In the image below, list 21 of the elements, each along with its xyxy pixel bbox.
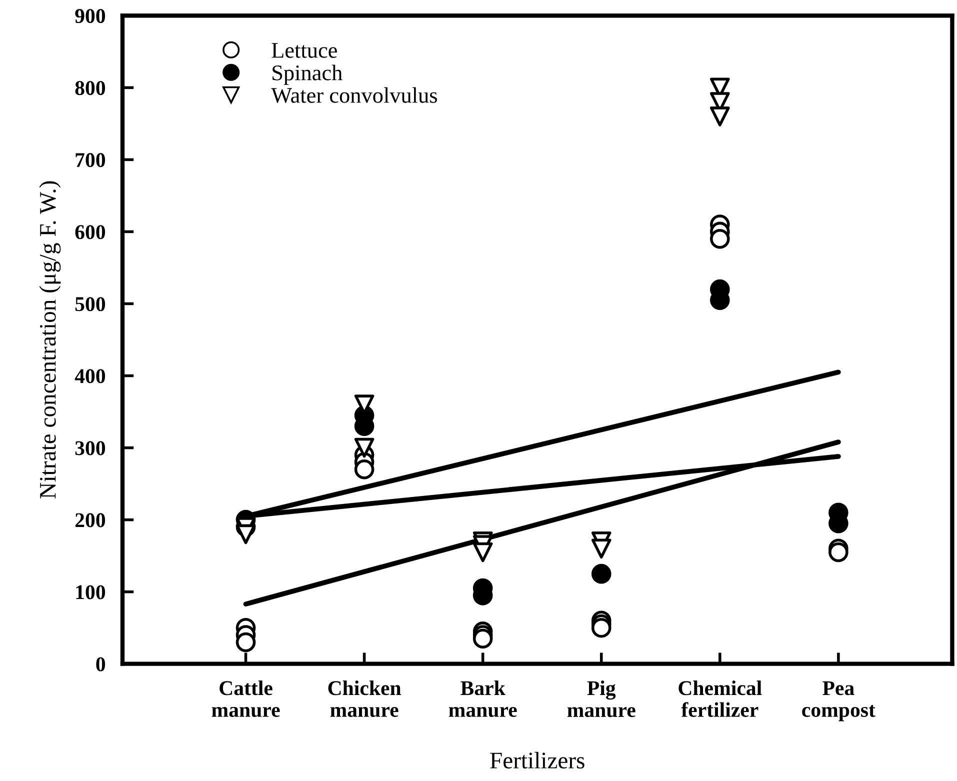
y-tick-label: 200 (75, 513, 106, 528)
y-axis-title: Nitrate concentration (μg/g F. W.) (39, 181, 61, 499)
y-tick-label: 600 (75, 225, 106, 240)
x-tick-label: Pig manure (567, 680, 636, 718)
y-tick-label: 700 (76, 153, 106, 168)
x-tick-label: Chicken manure (328, 680, 402, 718)
x-tick-label: Pea compost (802, 681, 876, 722)
y-tick-label: 900 (75, 8, 106, 24)
y-tick-label: 100 (76, 585, 106, 600)
x-axis-title: Fertilizers (490, 752, 584, 769)
y-tick-label: 400 (74, 369, 106, 384)
y-tick-label: 300 (75, 441, 106, 456)
legend-label: Spinach (272, 64, 342, 85)
legend-label: Water convolvulus (271, 87, 437, 104)
legend-label: Lettuce (272, 43, 337, 58)
y-tick-label: 0 (96, 657, 106, 672)
y-tick-label: 800 (75, 81, 106, 96)
x-tick-label: Cattle manure (212, 680, 280, 718)
y-tick-label: 500 (75, 297, 106, 312)
x-tick-label: Chemical fertilizer (678, 680, 762, 717)
x-tick-label: Bark manure (448, 680, 517, 718)
